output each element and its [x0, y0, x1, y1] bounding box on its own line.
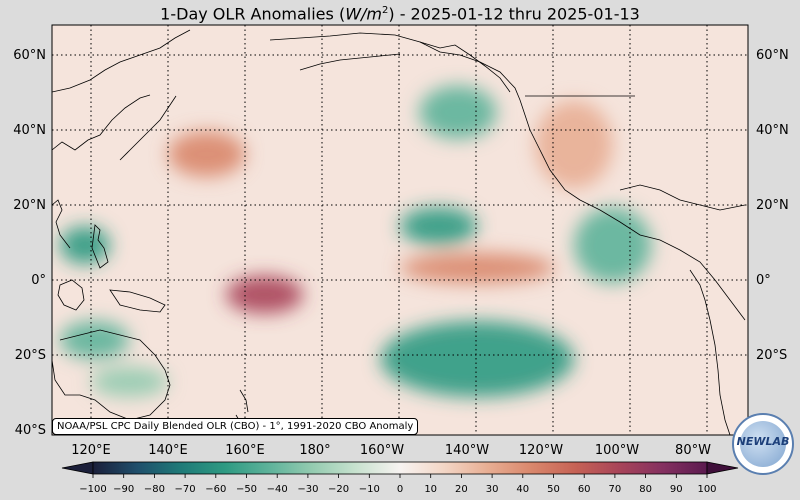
lon-label-140w: 140°W — [444, 443, 490, 458]
anomaly-region-cold-gulf-of-alaska — [419, 85, 497, 139]
colorbar-tick-label: 20 — [455, 484, 468, 495]
colorbar-tick-label: −50 — [235, 484, 258, 495]
colorbar — [61, 461, 739, 478]
anomaly-region-cold-north-central-pacific — [400, 207, 478, 246]
anomaly-region-warm-west-us — [535, 100, 613, 189]
olr-anomaly-map — [51, 24, 749, 436]
colorbar-tick-label: −40 — [266, 484, 288, 495]
anomaly-region-warm-east-of-japan — [168, 131, 246, 177]
data-source-note: NOAA/PSL CPC Daily Blended OLR (CBO) - 1… — [52, 418, 419, 435]
lat-label-left-60n: 60°N — [13, 48, 46, 63]
lon-label-180: 180° — [299, 443, 331, 458]
logo-text: NEWLAB — [736, 435, 790, 448]
colorbar-tick-label: −30 — [297, 484, 319, 495]
colorbar-tick-label: 30 — [485, 484, 499, 495]
colorbar-tick-label: 60 — [577, 484, 591, 495]
lon-label-160e: 160°E — [225, 443, 265, 458]
colorbar-left-arrow — [61, 461, 94, 475]
colorbar-tick-label: 40 — [516, 484, 530, 495]
asia-coastline — [52, 29, 191, 249]
lat-label-right-20n: 20°N — [756, 198, 789, 213]
newguinea-coastline — [109, 289, 166, 313]
colorbar-tick-label: 100 — [697, 484, 717, 495]
globe-icon — [740, 421, 786, 467]
colorbar-tick-label: 0 — [396, 484, 404, 495]
anomaly-region-cold-philippine-sea — [59, 226, 110, 265]
lat-label-left-20n: 20°N — [13, 198, 46, 213]
colorbar-tick-label: −10 — [358, 484, 380, 495]
graticule — [52, 25, 748, 435]
colorbar-tick-label: 80 — [639, 484, 652, 495]
lat-label-left-20s: 20°S — [14, 348, 46, 363]
anomaly-region-warm-tropical-west-pacific — [225, 275, 304, 314]
lon-label-160w: 160°W — [359, 443, 405, 458]
map-title: 1-Day OLR Anomalies (W/m2) - 2025-01-12 … — [160, 4, 640, 24]
borneo-coastline — [57, 279, 85, 311]
colorbar-strip — [92, 461, 708, 475]
colorbar-tick-label: −20 — [328, 484, 350, 495]
lon-label-120w: 120°W — [518, 443, 564, 458]
south-america-coastline — [689, 269, 731, 435]
anomaly-region-cold-spcz-band — [380, 321, 574, 398]
alaska-coastline — [419, 41, 511, 93]
lon-label-140e: 140°E — [148, 443, 188, 458]
lat-label-right-40n: 40°N — [756, 123, 789, 138]
gulf-coastline — [619, 184, 746, 211]
colorbar-tick-marks — [92, 474, 708, 478]
anomaly-region-cold-australia — [90, 366, 168, 398]
colorbar-tick-label: −80 — [143, 484, 165, 495]
lat-label-right-0: 0° — [756, 273, 771, 288]
colorbar-tick-label: −60 — [205, 484, 227, 495]
lon-label-100w: 100°W — [594, 443, 640, 458]
colorbar-right-arrow — [706, 461, 739, 475]
anomaly-region-cold-east-pacific-mexico — [574, 207, 652, 284]
colorbar-tick-label: 70 — [608, 484, 622, 495]
anomaly-region-warm-central-pacific-band — [400, 252, 555, 284]
lon-label-120e: 120°E — [71, 443, 111, 458]
colorbar-tick-label: 50 — [547, 484, 560, 495]
lat-label-left-0: 0° — [31, 273, 46, 288]
colorbar-tick-label: 10 — [424, 484, 438, 495]
anomaly-region-cold-maritime-continent-south — [59, 321, 130, 360]
lab-logo: NEWLAB — [732, 413, 794, 475]
colorbar-tick-label: −100 — [79, 484, 107, 495]
anomaly-field — [59, 85, 652, 398]
colorbar-tick-label: −90 — [113, 484, 135, 495]
lat-label-right-60n: 60°N — [756, 48, 789, 63]
lat-label-right-20s: 20°S — [756, 348, 788, 363]
aleutian-islands — [299, 53, 401, 71]
colorbar-tick-label: −70 — [174, 484, 196, 495]
lat-label-left-40n: 40°N — [13, 123, 46, 138]
australia-coastline — [52, 329, 171, 421]
lat-label-left-40s: 40°S — [14, 423, 46, 438]
philippines-coastline — [91, 224, 109, 269]
plot-frame — [51, 24, 749, 436]
lon-label-80w: 80°W — [675, 443, 711, 458]
colorbar-tick-label: 90 — [669, 484, 683, 495]
